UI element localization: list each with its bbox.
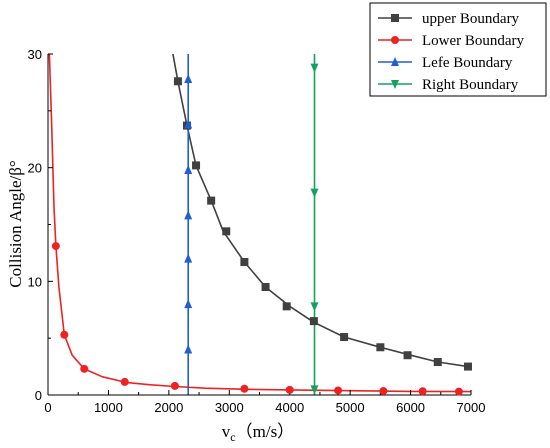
series-point-upper-boundary xyxy=(207,196,216,205)
x-axis-title-sub: c xyxy=(230,430,235,444)
x-tick-label: 2000 xyxy=(154,400,183,415)
series-point-lefe-boundary xyxy=(184,299,193,309)
series-point-lefe-boundary xyxy=(184,74,193,84)
legend-marker-lefe-boundary xyxy=(391,57,399,66)
series-point-upper-boundary xyxy=(240,258,249,267)
series-point-lower-boundary xyxy=(454,387,463,396)
x-axis-title-main: v xyxy=(222,422,231,441)
marker-layer xyxy=(51,63,472,396)
series-point-right-boundary xyxy=(310,63,319,73)
series-point-right-boundary xyxy=(310,302,319,312)
x-tick-label: 6000 xyxy=(396,400,425,415)
series-point-lower-boundary xyxy=(51,242,60,251)
series-point-upper-boundary xyxy=(309,317,318,326)
series-point-upper-boundary xyxy=(222,227,231,236)
series-point-lower-boundary xyxy=(170,381,179,390)
series-point-lower-boundary xyxy=(80,364,89,373)
series-layer xyxy=(48,54,471,395)
x-tick-label: 5000 xyxy=(336,400,365,415)
x-axis-title: vc（m/s） xyxy=(222,422,294,444)
series-point-right-boundary xyxy=(310,188,319,198)
x-tick-label: 0 xyxy=(44,400,51,415)
x-tick-label: 3000 xyxy=(215,400,244,415)
legend-label-upper-boundary: upper Boundary xyxy=(422,11,520,27)
series-point-lower-boundary xyxy=(379,387,388,396)
series-point-lefe-boundary xyxy=(184,119,193,129)
series-point-lower-boundary xyxy=(120,377,129,386)
series-point-upper-boundary xyxy=(192,161,201,170)
legend-marker-lower-boundary xyxy=(391,36,399,44)
legend-marker-right-boundary xyxy=(391,80,399,89)
legend-label-lower-boundary: Lower Boundary xyxy=(422,33,525,49)
series-line-lower-boundary xyxy=(48,54,471,393)
y-tick-label: 10 xyxy=(28,274,42,289)
series-point-upper-boundary xyxy=(433,358,442,367)
legend: upper Boundary Lower Boundary Lefe Boundar… xyxy=(369,2,547,97)
series-point-upper-boundary xyxy=(340,333,349,342)
series-point-upper-boundary xyxy=(403,351,412,360)
series-point-upper-boundary xyxy=(463,362,472,371)
series-point-lefe-boundary xyxy=(184,210,193,220)
series-point-lower-boundary xyxy=(285,385,294,394)
series-point-upper-boundary xyxy=(261,283,270,292)
series-point-upper-boundary xyxy=(282,302,291,311)
x-tick-label: 1000 xyxy=(94,400,123,415)
series-point-lefe-boundary xyxy=(184,344,193,354)
series-point-lefe-boundary xyxy=(184,164,193,174)
series-point-right-boundary xyxy=(310,385,319,395)
axes-layer: 0 1000 2000 3000 4000 5000 6000 7000 0 10 20 30 xyxy=(28,47,486,415)
x-axis-title-unit: （m/s） xyxy=(236,422,295,441)
series-point-lower-boundary xyxy=(240,384,249,393)
x-tick-label: 4000 xyxy=(275,400,304,415)
series-point-lower-boundary xyxy=(334,386,343,395)
y-tick-label: 0 xyxy=(35,388,42,403)
series-point-upper-boundary xyxy=(173,77,182,86)
legend-label-lefe-boundary: Lefe Boundary xyxy=(422,55,513,71)
y-tick-label: 20 xyxy=(28,161,42,176)
series-point-upper-boundary xyxy=(376,343,385,352)
series-point-lower-boundary xyxy=(418,387,427,396)
legend-marker-upper-boundary xyxy=(391,14,399,22)
x-tick-label: 7000 xyxy=(457,400,486,415)
y-axis-title: Collision Angle/β° xyxy=(6,160,25,287)
y-tick-label: 30 xyxy=(28,47,42,62)
series-point-lefe-boundary xyxy=(184,253,193,263)
series-point-lower-boundary xyxy=(60,330,69,339)
legend-label-right-boundary: Right Boundary xyxy=(422,77,519,93)
